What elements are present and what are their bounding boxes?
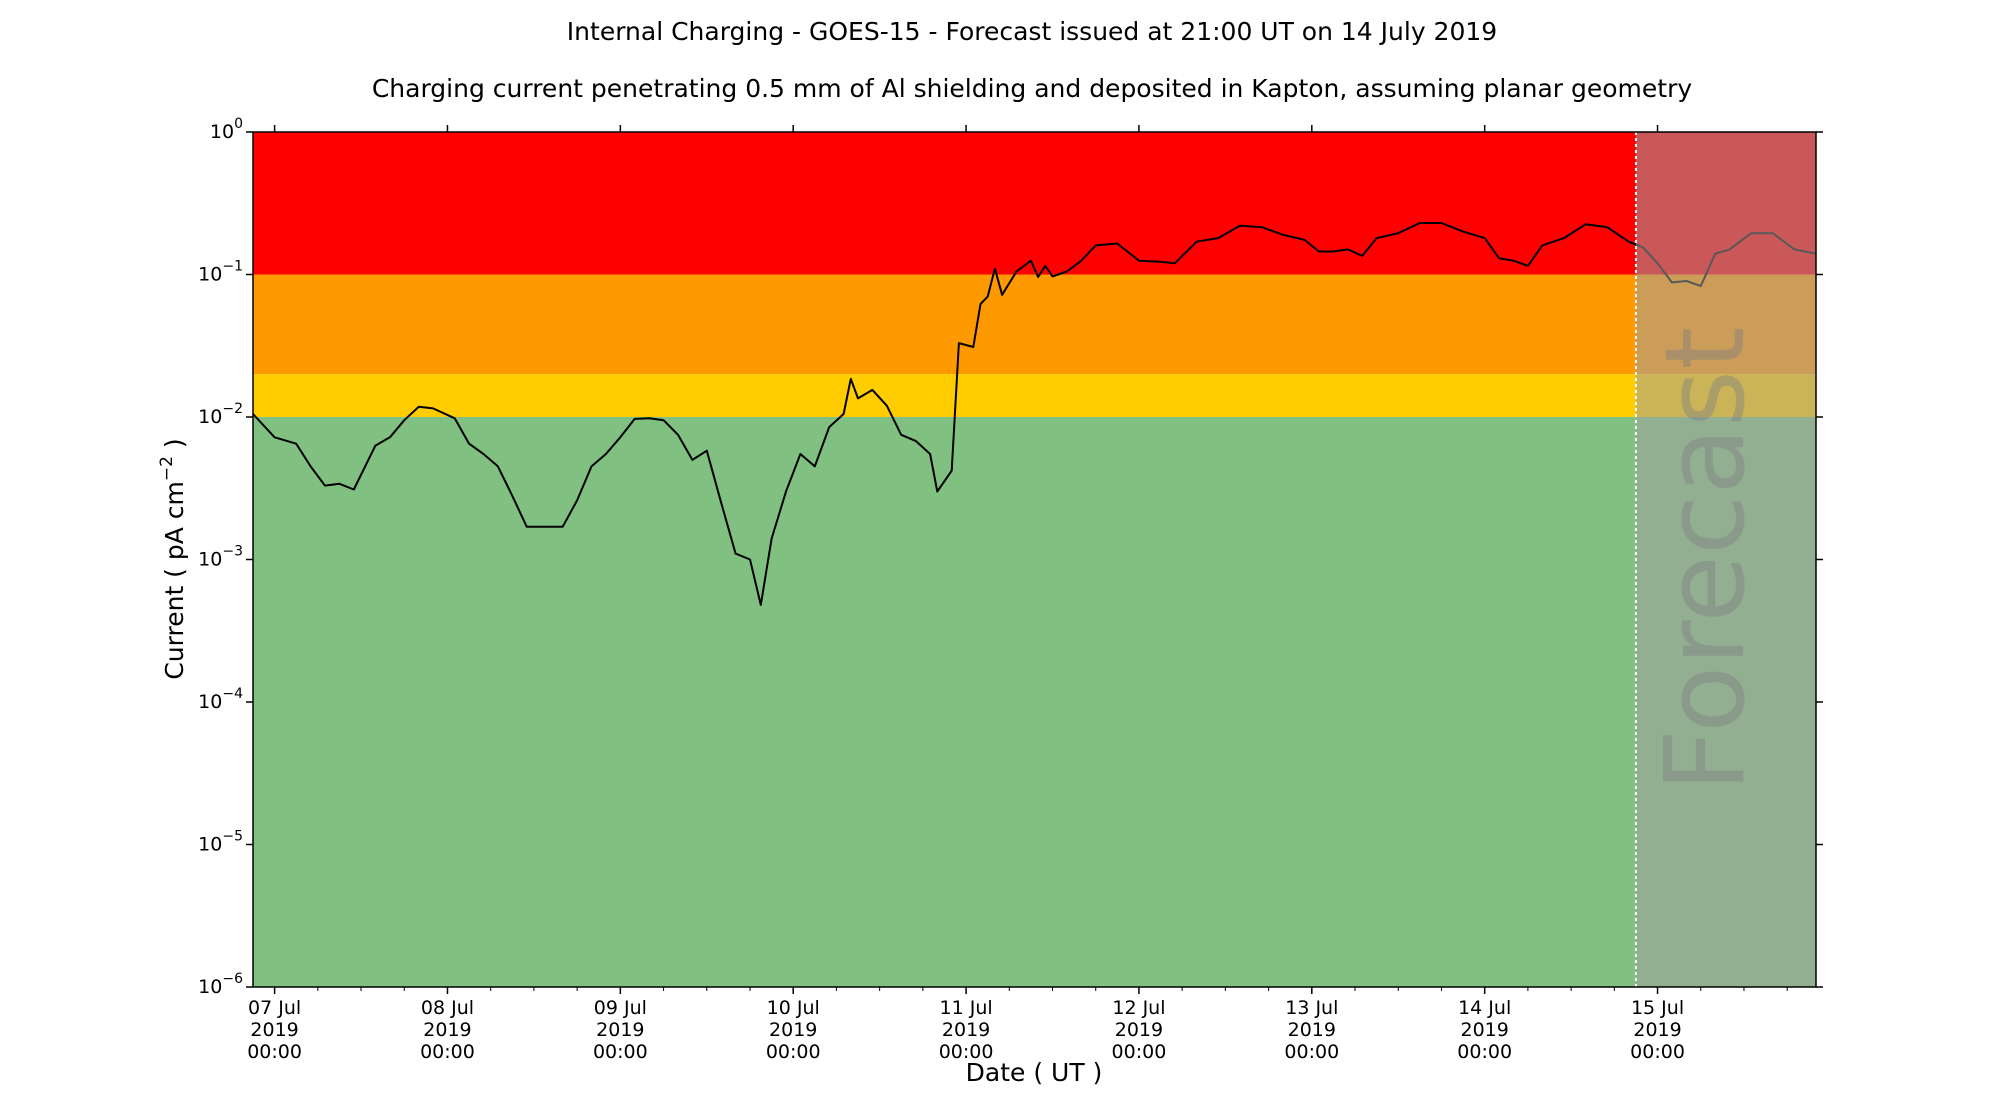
y-tick-label: 10−3 [198,544,243,571]
x-tick-label: 00:00 [939,1041,994,1063]
x-tick-label: 00:00 [1284,1041,1339,1063]
x-tick-label: 07 Jul [248,997,301,1019]
x-tick-label: 00:00 [1112,1041,1167,1063]
x-tick-label: 10 Jul [767,997,820,1019]
x-axis-label: Date ( UT ) [966,1058,1103,1087]
series-line-0 [252,222,1817,606]
band-0 [253,132,1816,275]
x-tick-label: 2019 [942,1019,990,1041]
x-tick-label: 00:00 [766,1041,821,1063]
x-tick-label: 2019 [596,1019,644,1041]
y-tick-label: 10−1 [198,259,243,286]
x-tick-label: 2019 [1288,1019,1336,1041]
x-tick-label: 09 Jul [594,997,647,1019]
x-tick-label: 00:00 [593,1041,648,1063]
y-axis-label: Current ( pA cm−2 ) [157,438,189,679]
x-tick-label: 2019 [423,1019,471,1041]
y-tick-label: 10−6 [198,971,243,998]
x-tick-label: 00:00 [247,1041,302,1063]
x-tick-label: 12 Jul [1112,997,1165,1019]
forecast-region: Forecast [1634,132,1816,987]
band-1 [253,274,1816,375]
x-tick-label: 13 Jul [1285,997,1338,1019]
x-tick-label: 2019 [1115,1019,1163,1041]
threshold-bands [253,132,1816,987]
chart-subtitle: Charging current penetrating 0.5 mm of A… [372,74,1693,103]
y-tick-label: 10−5 [198,829,243,856]
band-3 [253,417,1816,987]
y-tick-label: 10−2 [198,401,243,428]
x-tick-label: 2019 [250,1019,298,1041]
chart-title: Internal Charging - GOES-15 - Forecast i… [567,17,1497,46]
x-tick-label: 2019 [1633,1019,1681,1041]
x-tick-label: 00:00 [1630,1041,1685,1063]
x-tick-label: 2019 [769,1019,817,1041]
y-tick-label: 10−4 [198,686,243,713]
x-tick-label: 00:00 [420,1041,475,1063]
x-tick-label: 00:00 [1457,1041,1512,1063]
x-tick-label: 08 Jul [421,997,474,1019]
forecast-overlay [1635,132,1816,987]
band-2 [253,374,1816,417]
x-tick-label: 2019 [1460,1019,1508,1041]
series-layer [252,222,1817,606]
x-tick-label: 15 Jul [1631,997,1684,1019]
y-tick-label: 100 [210,116,243,143]
x-tick-label: 14 Jul [1458,997,1511,1019]
x-tick-label: 11 Jul [940,997,993,1019]
forecast-label: Forecast [1641,327,1769,792]
y-axis: 100 10−1 10−2 10−3 10−4 10−5 10−6 [198,116,1823,998]
